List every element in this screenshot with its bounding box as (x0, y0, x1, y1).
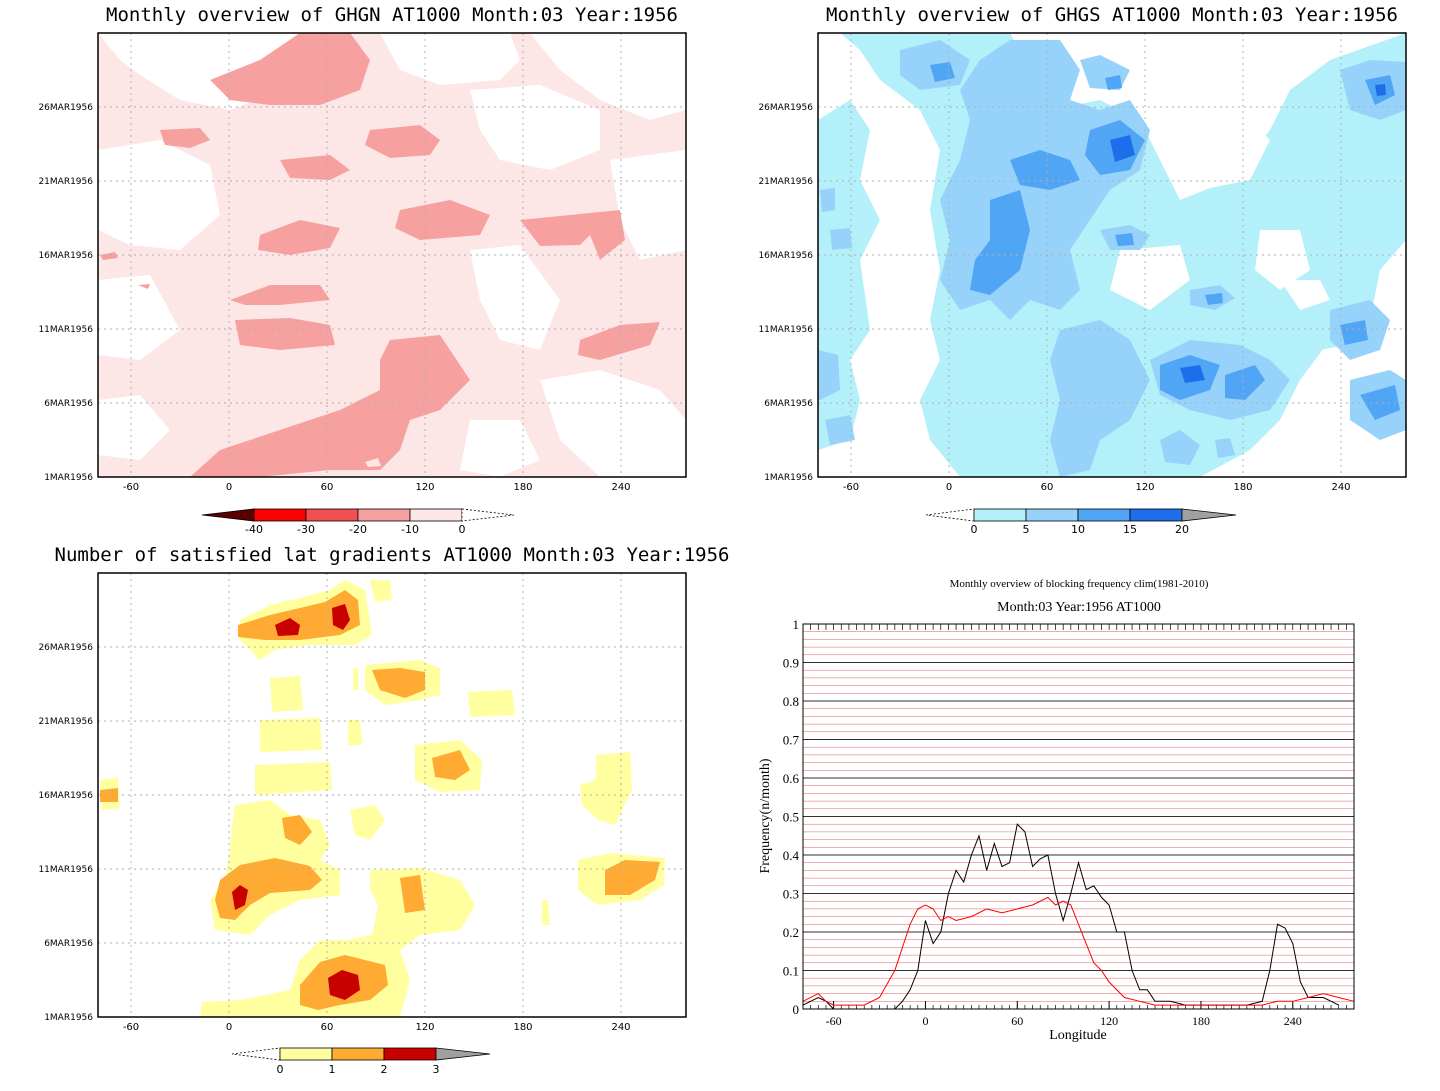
ghgs-x-ticks: -60 0 60 120 180 240 (843, 482, 1351, 493)
y-tick-label: 21MAR1956 (758, 177, 813, 187)
ghgs-grid (818, 33, 1406, 477)
y-tick-label: 11MAR1956 (38, 865, 93, 875)
y-tick-label: 0.1 (783, 964, 799, 979)
ghgn-panel: Monthly overview of GHGN AT1000 Month:03… (38, 4, 687, 536)
y-tick-label: 21MAR1956 (38, 177, 93, 187)
colorbar-label: 1 (329, 1063, 336, 1076)
ghgs-colorbar: 0 5 10 15 20 (925, 508, 1237, 536)
nsat-y-ticks: 1MAR1956 6MAR1956 11MAR1956 16MAR1956 21… (38, 643, 93, 1023)
nsat-colorbar: 0 1 2 3 (231, 1047, 491, 1076)
x-tick-label: 60 (321, 482, 334, 493)
y-tick-label: 1MAR1956 (44, 1013, 93, 1023)
y-tick-label: 11MAR1956 (38, 325, 93, 335)
colorbar-label: 10 (1071, 523, 1085, 536)
x-tick-label: 240 (1331, 482, 1350, 493)
blocking-series (802, 823, 1355, 1010)
ghgn-title: Monthly overview of GHGN AT1000 Month:03… (106, 4, 678, 26)
y-tick-label: 0.6 (783, 771, 800, 786)
y-tick-label: 0.7 (783, 733, 800, 748)
x-tick-label: 60 (321, 1022, 334, 1033)
y-tick-label: 16MAR1956 (38, 791, 93, 801)
ghgn-grid (98, 33, 686, 477)
y-tick-label: 16MAR1956 (38, 251, 93, 261)
nsat-title: Number of satisfied lat gradients AT1000… (55, 544, 730, 566)
x-tick-label: 0 (946, 482, 952, 493)
colorbar-label: -20 (349, 523, 367, 536)
y-tick-label: 0.2 (783, 925, 799, 940)
colorbar-label: 15 (1123, 523, 1137, 536)
y-tick-label: 1 (793, 617, 800, 632)
x-tick-label: 180 (513, 482, 532, 493)
y-tick-label: 6MAR1956 (44, 399, 93, 409)
colorbar-label: -40 (245, 523, 263, 536)
x-tick-label: 240 (1284, 1014, 1302, 1028)
y-tick-label: 0.8 (783, 694, 799, 709)
y-tick-label: 0.4 (783, 848, 800, 863)
x-tick-label: 180 (513, 1022, 532, 1033)
colorbar-label: 20 (1175, 523, 1189, 536)
blocking-panel: Monthly overview of blocking frequency c… (758, 578, 1355, 1043)
red-series-line (802, 896, 1355, 1006)
colorbar-label: -10 (401, 523, 419, 536)
y-tick-label: 16MAR1956 (758, 251, 813, 261)
x-tick-label: 240 (611, 482, 630, 493)
x-tick-label: 180 (1233, 482, 1252, 493)
nsat-frame (97, 572, 687, 1018)
ghgs-title: Monthly overview of GHGS AT1000 Month:03… (826, 4, 1398, 26)
x-tick-label: 240 (611, 1022, 630, 1033)
colorbar-label: 0 (971, 523, 978, 536)
x-tick-label: -60 (826, 1014, 842, 1028)
ghgn-x-ticks: -60 0 60 120 180 240 (123, 482, 631, 493)
x-tick-label: 60 (1011, 1014, 1023, 1028)
blocking-title: Monthly overview of blocking frequency c… (950, 578, 1209, 590)
x-tick-label: -60 (843, 482, 859, 493)
x-tick-label: 180 (1192, 1014, 1210, 1028)
x-tick-label: -60 (123, 1022, 139, 1033)
x-tick-label: 0 (922, 1014, 928, 1028)
ghgs-y-ticks: 1MAR1956 6MAR1956 11MAR1956 16MAR1956 21… (758, 103, 813, 483)
x-tick-label: 120 (415, 482, 434, 493)
y-tick-label: 6MAR1956 (44, 939, 93, 949)
y-tick-label: 26MAR1956 (38, 643, 93, 653)
blocking-xlabel: Longitude (1049, 1028, 1107, 1043)
y-tick-label: 0.3 (783, 887, 799, 902)
x-tick-label: 120 (1135, 482, 1154, 493)
nsat-grid (98, 573, 686, 1017)
colorbar-label: 3 (433, 1063, 440, 1076)
x-tick-label: 120 (415, 1022, 434, 1033)
blocking-grid (803, 623, 1354, 1010)
x-tick-label: -60 (123, 482, 139, 493)
y-tick-label: 26MAR1956 (38, 103, 93, 113)
nsat-panel: Number of satisfied lat gradients AT1000… (38, 544, 729, 1076)
colorbar-label: 5 (1023, 523, 1030, 536)
y-tick-label: 1MAR1956 (764, 473, 813, 483)
y-tick-label: 0 (793, 1002, 800, 1017)
ghgs-panel: Monthly overview of GHGS AT1000 Month:03… (758, 4, 1407, 536)
ghgn-y-ticks: 1MAR1956 6MAR1956 11MAR1956 16MAR1956 21… (38, 103, 93, 483)
y-tick-label: 26MAR1956 (758, 103, 813, 113)
y-tick-label: 1MAR1956 (44, 473, 93, 483)
blocking-axes: 0 0.1 0.2 0.3 0.4 0.5 0.6 0.7 0.8 0.9 1 -60 0 60 120 18… (783, 617, 1355, 1028)
ghgn-colorbar: -40 -30 -20 -10 0 (201, 508, 515, 536)
x-tick-label: 0 (226, 482, 232, 493)
colorbar-label: 2 (381, 1063, 388, 1076)
x-tick-label: 120 (1100, 1014, 1118, 1028)
nsat-x-ticks: -60 0 60 120 180 240 (123, 1022, 631, 1033)
y-tick-label: 0.9 (783, 656, 799, 671)
colorbar-label: -30 (297, 523, 315, 536)
ghgs-frame (817, 32, 1407, 478)
y-tick-label: 0.5 (783, 810, 799, 825)
blocking-frame (802, 623, 1355, 1010)
y-tick-label: 6MAR1956 (764, 399, 813, 409)
x-tick-label: 60 (1041, 482, 1054, 493)
x-tick-label: 0 (226, 1022, 232, 1033)
blocking-ylabel: Frequency(n/month) (758, 758, 773, 873)
colorbar-label: 0 (277, 1063, 284, 1076)
blocking-subtitle: Month:03 Year:1956 AT1000 (997, 600, 1161, 615)
y-tick-label: 21MAR1956 (38, 717, 93, 727)
y-tick-label: 11MAR1956 (758, 325, 813, 335)
colorbar-label: 0 (459, 523, 466, 536)
ghgn-frame (97, 32, 687, 478)
